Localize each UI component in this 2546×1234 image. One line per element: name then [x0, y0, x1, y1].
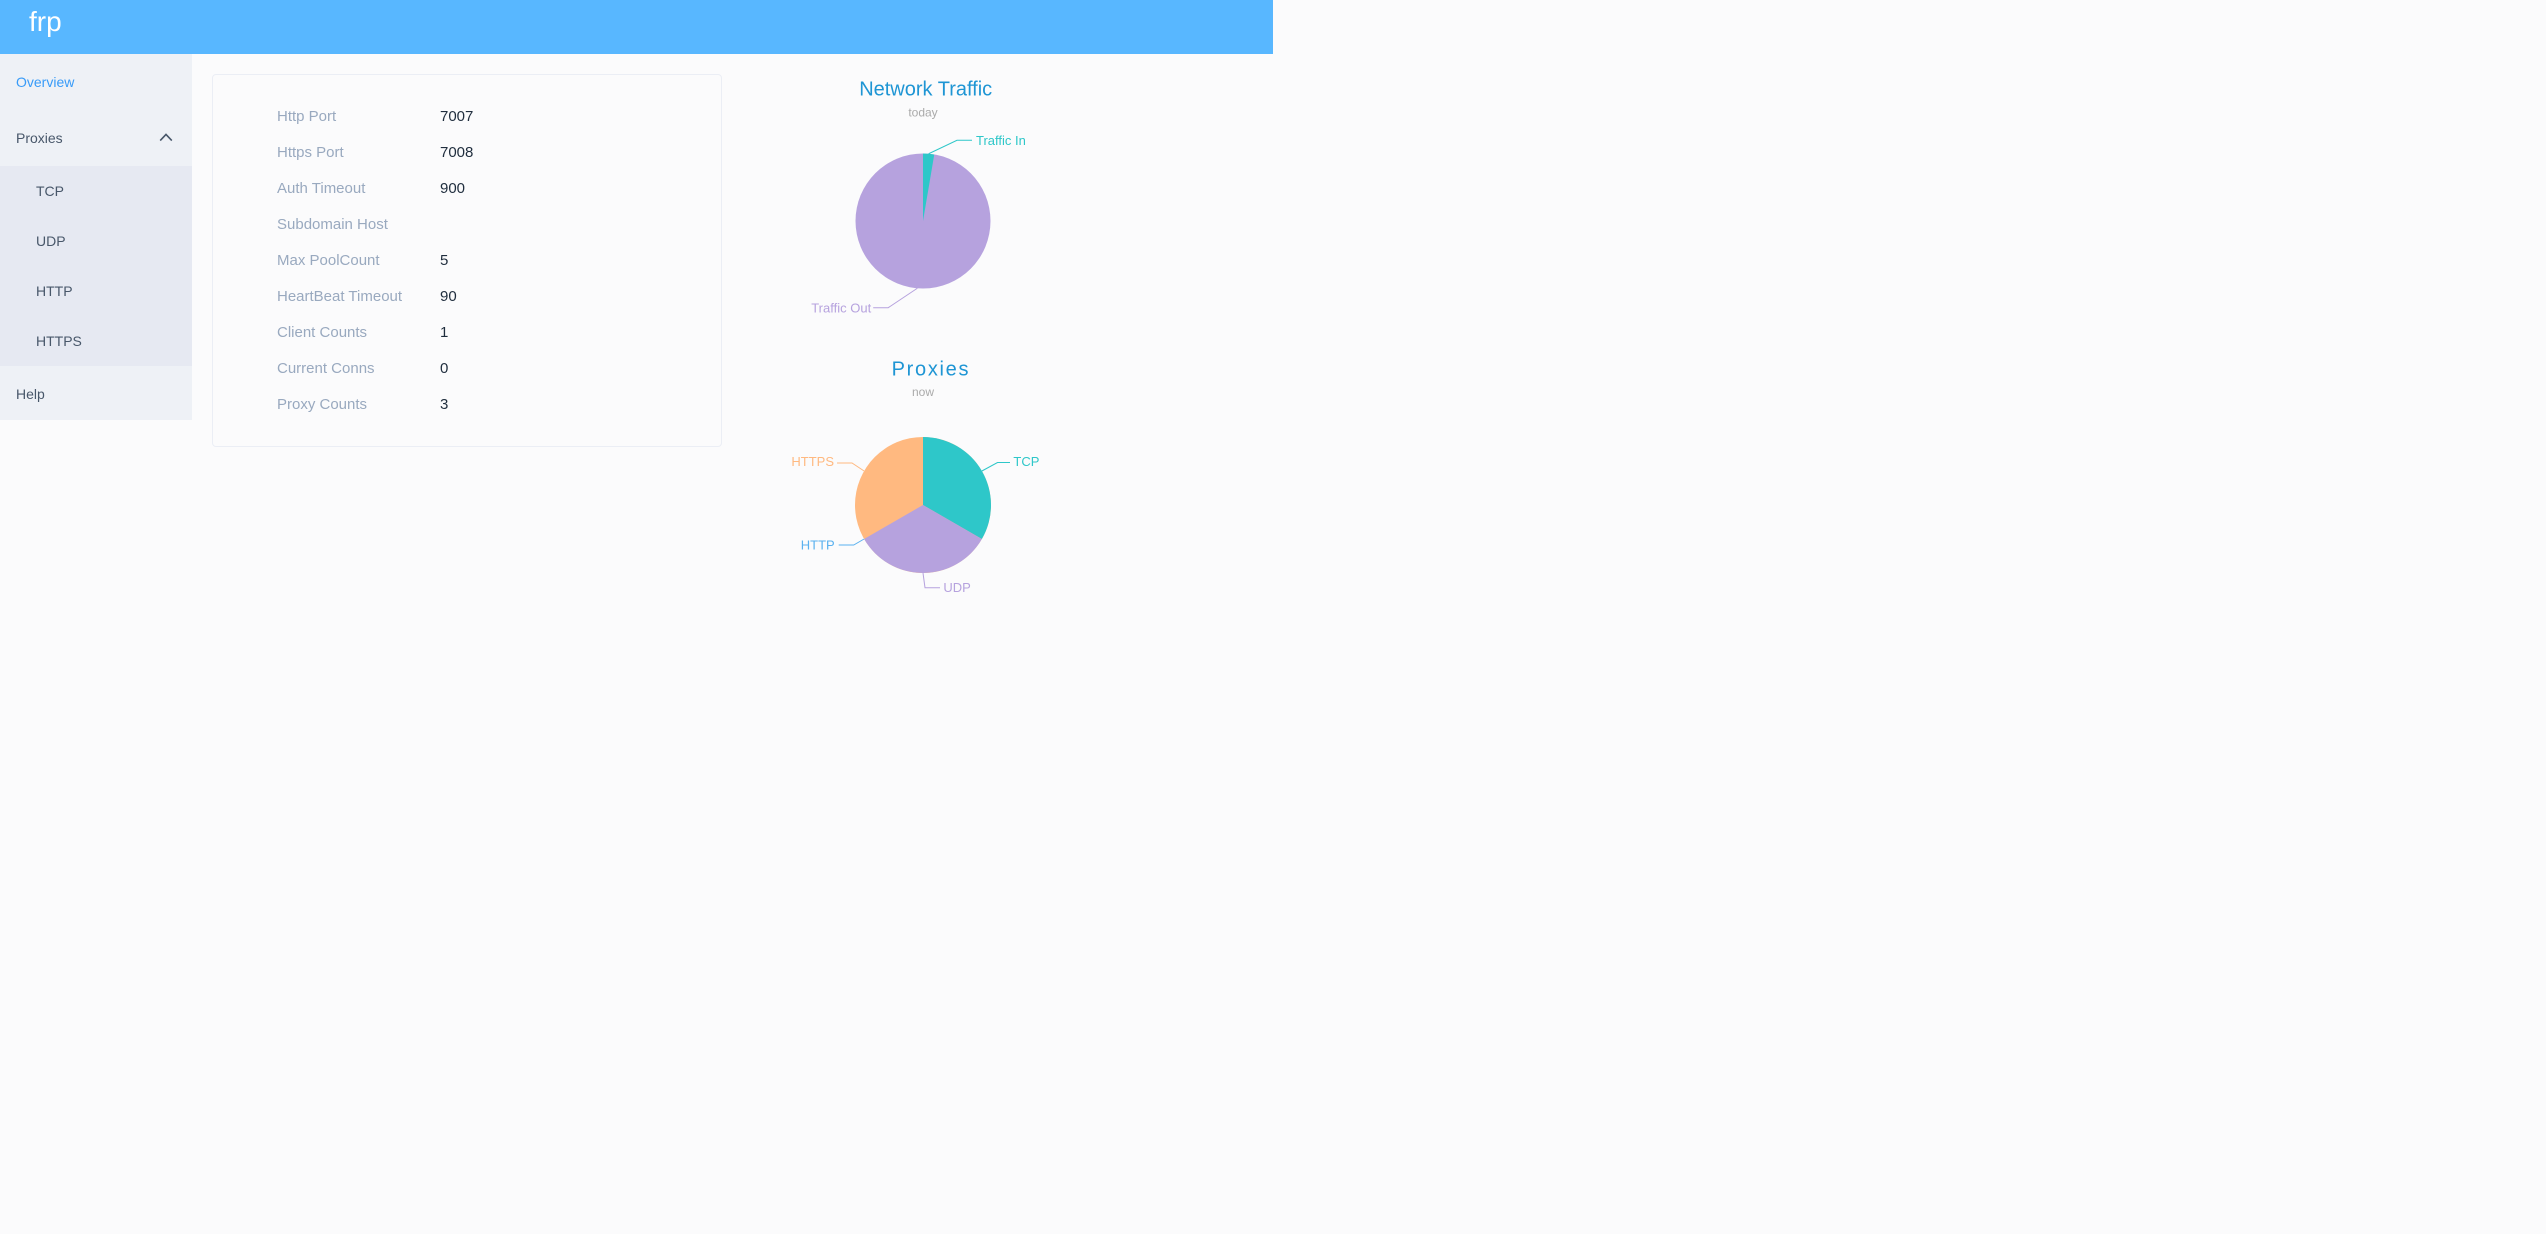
svg-text:HTTPS: HTTPS: [791, 454, 834, 469]
svg-text:UDP: UDP: [943, 580, 970, 595]
svg-text:Traffic In: Traffic In: [976, 133, 1026, 148]
svg-text:today: today: [908, 105, 937, 119]
svg-text:Network Traffic: Network Traffic: [859, 79, 992, 101]
svg-text:TCP: TCP: [1013, 454, 1039, 469]
svg-text:Proxies: Proxies: [892, 358, 971, 380]
svg-text:now: now: [912, 385, 934, 399]
svg-text:HTTP: HTTP: [801, 538, 835, 553]
svg-text:Traffic Out: Traffic Out: [811, 300, 871, 315]
